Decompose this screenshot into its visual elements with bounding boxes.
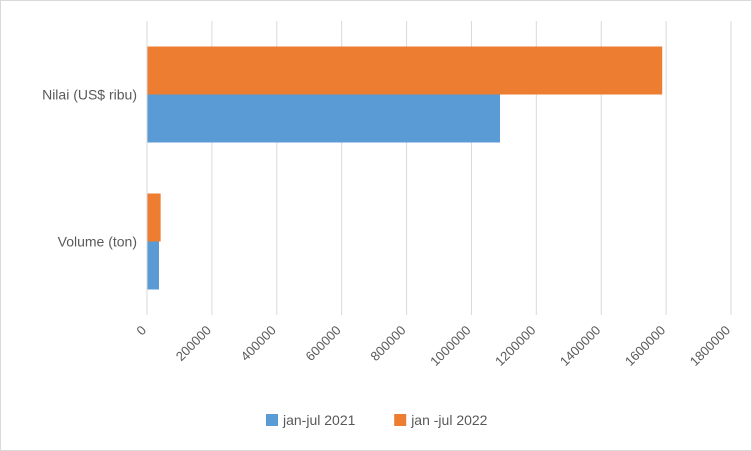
bar-1-1 (147, 94, 500, 143)
x-tick-label-8: 1600000 (622, 323, 668, 369)
legend-label-1: jan-jul 2021 (282, 412, 356, 428)
category-label-1: Nilai (US$ ribu) (42, 87, 137, 103)
legend: jan-jul 2021 jan -jul 2022 (266, 412, 488, 428)
legend-label-2: jan -jul 2022 (410, 412, 487, 428)
legend-swatch-2 (394, 414, 407, 426)
bars (146, 21, 663, 315)
bar-2-1 (147, 46, 663, 95)
x-tick-label-5: 1000000 (427, 323, 473, 369)
legend-swatch-1 (266, 414, 278, 426)
x-tick-label-0: 0 (133, 323, 149, 339)
x-tick-label-6: 1200000 (492, 323, 538, 369)
x-tick-label-1: 200000 (173, 323, 214, 364)
bar-2-2 (147, 193, 161, 242)
category-label-2: Volume (ton) (58, 234, 137, 250)
category-labels: Nilai (US$ ribu) Volume (ton) (42, 87, 137, 250)
x-tick-label-2: 400000 (238, 323, 279, 364)
x-axis-tick-labels: 0 200000 400000 600000 800000 1000000 1200000 1… (133, 323, 733, 369)
x-tick-label-9: 1800000 (687, 323, 733, 369)
bar-1-2 (147, 241, 160, 290)
x-tick-label-3: 600000 (302, 323, 343, 364)
x-tick-label-7: 1400000 (557, 323, 603, 369)
x-tick-label-4: 800000 (367, 323, 408, 364)
